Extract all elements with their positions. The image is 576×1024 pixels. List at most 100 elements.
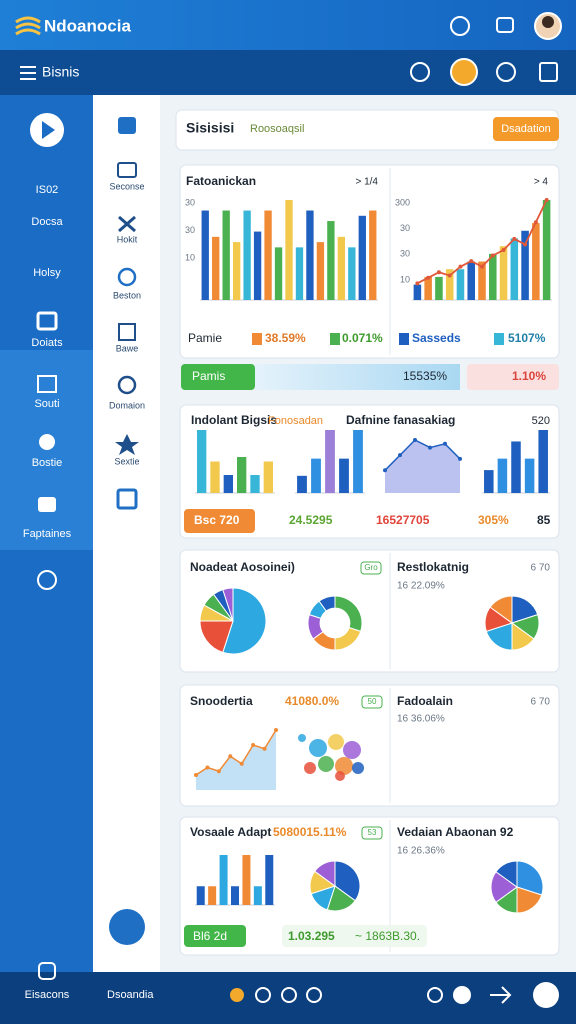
line-point bbox=[428, 445, 432, 450]
stat: 24.5295 bbox=[289, 513, 333, 527]
line-point bbox=[274, 728, 278, 732]
line-point bbox=[398, 453, 402, 458]
bar bbox=[242, 855, 251, 905]
slice bbox=[199, 620, 234, 654]
icon[interactable] bbox=[118, 323, 136, 341]
icon[interactable] bbox=[118, 117, 136, 134]
card-title: Snoodertia bbox=[190, 694, 253, 708]
bar bbox=[484, 470, 494, 493]
card-title: Indolant Bigsis bbox=[191, 413, 277, 427]
bar bbox=[325, 430, 335, 493]
line-point bbox=[436, 270, 441, 275]
icon[interactable] bbox=[39, 434, 55, 450]
line-point bbox=[194, 773, 198, 777]
card-value: 5080015.11% bbox=[273, 825, 347, 839]
bar bbox=[222, 210, 230, 300]
icon[interactable] bbox=[117, 267, 137, 287]
icon[interactable] bbox=[118, 215, 136, 233]
bar bbox=[532, 223, 540, 300]
toolbar bbox=[0, 50, 576, 95]
badge: Gro bbox=[364, 563, 378, 572]
icon[interactable] bbox=[36, 311, 58, 331]
icon[interactable] bbox=[37, 375, 57, 393]
sidebar-item: Souti bbox=[34, 398, 59, 410]
bar bbox=[413, 284, 422, 300]
bar bbox=[306, 210, 314, 300]
progress-label: Pamis bbox=[192, 369, 225, 383]
badge: 6 70 bbox=[531, 563, 551, 574]
icon[interactable] bbox=[496, 62, 516, 82]
y-tick-label: 30 bbox=[400, 249, 410, 259]
line-point bbox=[501, 248, 506, 252]
icon[interactable] bbox=[533, 982, 559, 1008]
icon[interactable] bbox=[115, 434, 139, 455]
line-point bbox=[239, 761, 244, 766]
bubble bbox=[343, 741, 361, 759]
bar bbox=[358, 215, 366, 300]
line-point bbox=[447, 273, 452, 278]
badge: > 4 bbox=[534, 177, 549, 188]
sidebar-item: Doiats bbox=[31, 337, 63, 349]
y-tick-label: 10 bbox=[400, 274, 410, 284]
badge bbox=[360, 561, 382, 575]
badge: 6 70 bbox=[531, 697, 551, 708]
bar bbox=[253, 886, 262, 905]
icon[interactable] bbox=[38, 962, 56, 980]
bar bbox=[478, 261, 486, 300]
stat: Bl6 2d bbox=[193, 929, 227, 943]
stat-box bbox=[282, 925, 427, 947]
fab[interactable] bbox=[109, 909, 145, 945]
bar bbox=[435, 276, 443, 300]
line-point bbox=[490, 253, 495, 258]
subnav-item: Bawe bbox=[116, 343, 139, 353]
card-value: 41080.0% bbox=[285, 694, 339, 708]
progress-alert bbox=[467, 364, 559, 390]
icon[interactable] bbox=[490, 986, 512, 1004]
bubble bbox=[352, 762, 364, 774]
card-title: Vedaian Abaonan 92 bbox=[397, 825, 514, 839]
icon[interactable] bbox=[37, 570, 57, 590]
icon[interactable] bbox=[255, 987, 271, 1003]
bar bbox=[542, 200, 551, 300]
card-title: Fadoalain bbox=[397, 694, 453, 708]
line-point bbox=[458, 456, 462, 461]
icon[interactable] bbox=[281, 987, 297, 1003]
bar bbox=[497, 458, 508, 493]
legend-swatch bbox=[252, 333, 262, 345]
icon[interactable] bbox=[306, 987, 322, 1003]
icon[interactable] bbox=[38, 497, 56, 512]
icon[interactable] bbox=[117, 375, 137, 395]
menu-icon[interactable] bbox=[20, 66, 36, 80]
avatar-hair bbox=[542, 16, 554, 28]
search-button[interactable] bbox=[493, 117, 559, 141]
y-tick-label: 30 bbox=[400, 223, 410, 233]
icon[interactable] bbox=[450, 58, 478, 86]
toolbar-title: Bisnis bbox=[42, 64, 79, 80]
stat: Bsc 720 bbox=[194, 513, 240, 527]
bar bbox=[208, 886, 217, 905]
icon[interactable] bbox=[450, 16, 470, 36]
sidebar-footer: Eisacons bbox=[25, 989, 70, 1001]
bar bbox=[424, 276, 432, 300]
badge bbox=[361, 695, 383, 709]
subnav bbox=[93, 95, 160, 972]
slice bbox=[334, 860, 361, 902]
icon[interactable] bbox=[410, 62, 430, 82]
icon[interactable] bbox=[539, 62, 558, 82]
icon[interactable] bbox=[453, 986, 471, 1004]
icon[interactable] bbox=[496, 17, 514, 33]
line-point bbox=[469, 259, 474, 264]
icon[interactable] bbox=[117, 162, 137, 178]
search-subtitle: Roosoaqsil bbox=[250, 123, 304, 135]
subnav-item: Domaion bbox=[109, 400, 145, 410]
icon[interactable] bbox=[116, 488, 138, 510]
legend-label: Pamie bbox=[188, 331, 222, 345]
subnav-item: Seconse bbox=[109, 181, 144, 191]
bar bbox=[265, 855, 274, 905]
bar bbox=[510, 238, 519, 300]
icon[interactable] bbox=[230, 988, 244, 1002]
icon[interactable] bbox=[427, 987, 443, 1003]
footer-title: Dsoandia bbox=[107, 989, 154, 1001]
y-tick-label: 30 bbox=[185, 197, 195, 207]
